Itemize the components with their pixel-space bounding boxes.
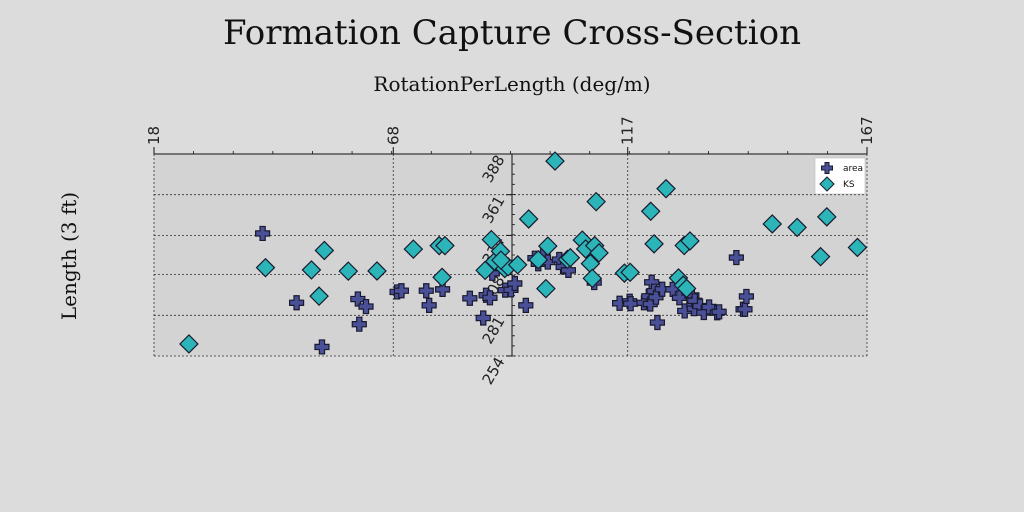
area-point (711, 304, 727, 320)
area-point (482, 290, 498, 306)
y-axis-title: Length (3 ft) (57, 192, 81, 320)
area-point (358, 298, 374, 315)
ks-point (403, 239, 424, 259)
ks-point (640, 201, 661, 222)
area-point (434, 281, 451, 297)
ks-point (644, 233, 664, 254)
ks-point (810, 246, 831, 267)
legend-marker-ks (819, 176, 835, 192)
ks-point (545, 151, 565, 171)
x-tick-label: 68 (384, 126, 402, 145)
ks-point (680, 231, 700, 251)
ks-point (536, 278, 556, 299)
area-point (421, 297, 437, 313)
ks-point (179, 334, 199, 354)
area-point (314, 339, 330, 355)
legend: area KS (814, 157, 866, 195)
data-points (179, 151, 868, 355)
ks-point (314, 240, 335, 261)
ks-point (435, 235, 455, 256)
area-point (648, 289, 664, 305)
ks-point (762, 214, 783, 234)
ks-point (528, 249, 549, 270)
ks-point (847, 237, 868, 258)
ks-point (620, 262, 640, 283)
ks-point (491, 250, 511, 270)
area-point (737, 301, 753, 317)
ks-point (309, 286, 329, 307)
ks-point (816, 207, 837, 227)
ks-point (338, 261, 359, 281)
legend-marker-area (821, 162, 833, 174)
ks-point (560, 247, 581, 268)
area-point (654, 281, 670, 297)
area-point (649, 314, 666, 331)
area-point (418, 283, 434, 299)
area-point (560, 262, 577, 278)
chart-title: Formation Capture Cross-Section (223, 13, 801, 53)
area-point (255, 225, 271, 242)
ks-point (481, 229, 502, 250)
x-axis-title: RotationPerLength (deg/m) (373, 72, 650, 96)
y-tick-label: 254 (479, 354, 509, 388)
area-point (289, 295, 305, 311)
ks-point (301, 260, 322, 280)
ks-point (582, 268, 603, 289)
ks-point (656, 178, 676, 199)
ks-point (367, 261, 387, 281)
ks-point (507, 254, 528, 275)
area-point (475, 310, 491, 326)
x-tick-label: 167 (858, 116, 876, 145)
ks-point (589, 243, 609, 263)
x-tick-label: 18 (145, 126, 163, 145)
legend-label-ks: KS (843, 180, 855, 190)
area-point (728, 249, 744, 266)
ks-point (586, 191, 607, 212)
area-point (393, 283, 409, 299)
area-point (507, 275, 523, 292)
legend-label-area: area (843, 164, 863, 174)
area-point (351, 316, 367, 332)
ks-point (537, 236, 558, 256)
area-point (462, 290, 478, 306)
x-tick-label: 117 (619, 116, 637, 145)
ks-point (432, 267, 452, 288)
area-point (518, 297, 534, 313)
ks-point (518, 209, 539, 229)
ks-point (787, 217, 807, 238)
area-point (738, 288, 755, 305)
plot-area (154, 154, 867, 356)
ks-point (676, 278, 697, 299)
area-point (623, 296, 639, 312)
series-ks (179, 151, 868, 354)
ks-point (255, 257, 276, 278)
